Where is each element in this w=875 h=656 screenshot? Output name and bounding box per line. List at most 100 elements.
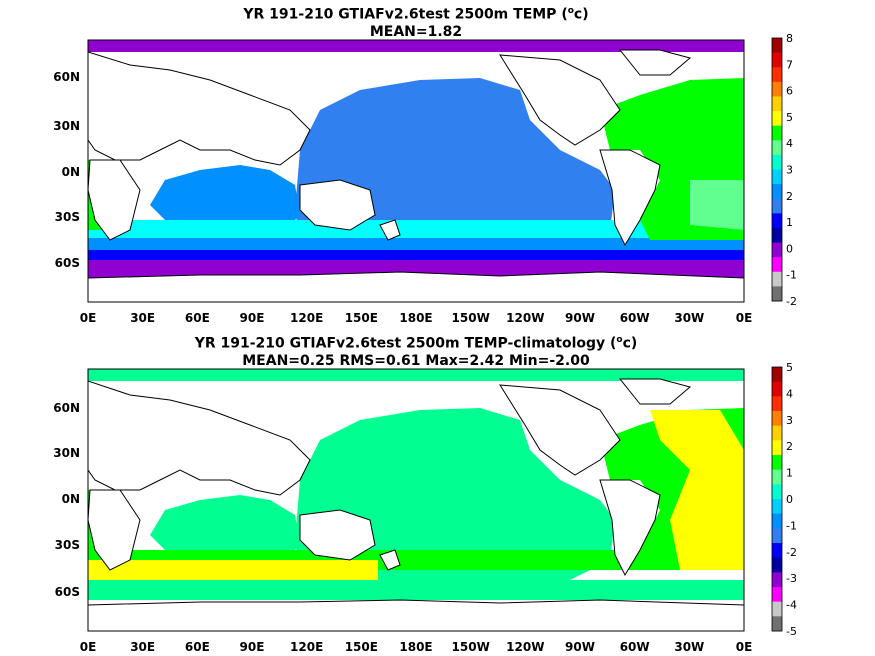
colorbar-label: 0: [786, 493, 793, 506]
x-tick-label: 180E: [399, 311, 432, 325]
x-tick-label: 90W: [565, 640, 595, 654]
colorbar-segment: [772, 169, 782, 185]
x-tick-label: 60W: [620, 311, 650, 325]
colorbar-segment: [772, 125, 782, 141]
indian-ocean-region: [150, 165, 300, 235]
y-tick-label: 60S: [55, 585, 80, 599]
x-tick-label: 30E: [130, 311, 155, 325]
y-tick-label: 30S: [55, 538, 80, 552]
colorbar-segment: [772, 543, 782, 559]
x-tick-label: 150E: [345, 311, 378, 325]
colorbar-label: 6: [786, 85, 793, 98]
continent-outlines: [88, 49, 692, 247]
panel2-colorbar: 5 4 3 2 1 0 -1 -2 -3 -4 -5: [771, 361, 797, 638]
colorbar-label: -4: [786, 599, 797, 612]
y-tick-label: 60S: [55, 256, 80, 270]
panel1-colorbar: 8 7 6 5 4 3 2 1 0 -1 -2: [771, 32, 797, 308]
colorbar-segment: [772, 572, 782, 588]
colorbar-segment: [772, 96, 782, 112]
x-tick-label: 30E: [130, 640, 155, 654]
panel2-title-line2: MEAN=0.25 RMS=0.61 Max=2.42 Min=-2.00: [242, 352, 590, 369]
colorbar-segment: [772, 242, 782, 258]
colorbar-label: 1: [786, 216, 793, 229]
panel1-map: [87, 39, 745, 303]
colorbar-segment: [772, 381, 782, 397]
panel2-title-line1: YR 191-210 GTIAFv2.6test 2500m TEMP-clim…: [194, 335, 638, 352]
colorbar-segment: [772, 111, 782, 127]
y-tick-label: 0N: [62, 165, 80, 179]
x-tick-label: 30W: [674, 640, 704, 654]
colorbar-segment: [772, 440, 782, 456]
x-tick-label: 0E: [736, 311, 753, 325]
colorbar-label: 2: [786, 440, 793, 453]
anom-southern-yellow-band: [88, 560, 378, 580]
colorbar-segment: [772, 213, 782, 229]
panel1-title: YR 191-210 GTIAFv2.6test 2500m TEMP (oc)…: [88, 3, 744, 41]
x-tick-label: 60W: [620, 640, 650, 654]
y-tick-label: 30S: [55, 210, 80, 224]
y-tick-label: 0N: [62, 492, 80, 506]
x-tick-label: 0E: [80, 640, 97, 654]
panel2-title: YR 191-210 GTIAFv2.6test 2500m TEMP-clim…: [88, 332, 744, 370]
colorbar-segment: [772, 469, 782, 485]
x-tick-label: 150W: [452, 640, 490, 654]
panel1-axis-ticks: 0E 30E 60E 90E 120E 150E 180E 150W 120W 90W 60W 30W…: [53, 70, 752, 325]
colorbar-label: 2: [786, 190, 793, 203]
colorbar-segment: [772, 67, 782, 83]
x-tick-label: 120W: [506, 311, 544, 325]
colorbar-segment: [772, 81, 782, 97]
y-tick-label: 60N: [53, 70, 80, 84]
x-tick-label: 60E: [185, 640, 210, 654]
x-tick-label: 150W: [452, 311, 490, 325]
colorbar-segment: [772, 227, 782, 244]
colorbar-label: -3: [786, 572, 797, 585]
colorbar-label: -1: [786, 519, 797, 532]
x-tick-label: 0E: [736, 640, 753, 654]
colorbar-label: 3: [786, 164, 793, 177]
x-tick-label: 90E: [240, 640, 265, 654]
panel2-map: [87, 368, 745, 632]
colorbar-segment: [772, 140, 782, 156]
colorbar-label: 5: [786, 361, 793, 374]
x-tick-label: 120E: [290, 311, 323, 325]
colorbar-segment: [772, 425, 782, 441]
colorbar-label: 8: [786, 32, 793, 45]
colorbar-label: 0: [786, 242, 793, 255]
colorbar-label: 3: [786, 414, 793, 427]
colorbar-segment: [772, 286, 782, 302]
colorbar-segment: [772, 411, 782, 427]
colorbar-segment: [772, 257, 782, 273]
colorbar-label: 5: [786, 111, 793, 124]
colorbar-segment: [772, 557, 782, 573]
x-tick-label: 120W: [506, 640, 544, 654]
colorbar-segment: [772, 396, 782, 412]
x-tick-label: 180E: [399, 640, 432, 654]
colorbar-segment: [772, 484, 782, 500]
colorbar-segment: [772, 601, 782, 617]
x-tick-label: 150E: [345, 640, 378, 654]
colorbar-segment: [772, 513, 782, 529]
colorbar-label: -2: [786, 295, 797, 308]
colorbar-segment: [772, 184, 782, 200]
colorbar-label: 4: [786, 387, 793, 400]
colorbar-segment: [772, 271, 782, 287]
x-tick-label: 60E: [185, 311, 210, 325]
colorbar-segment: [772, 455, 782, 471]
panel1-title-line2: MEAN=1.82: [369, 23, 463, 40]
colorbar-label: -1: [786, 269, 797, 282]
colorbar-segment: [772, 499, 782, 515]
antarctica-landmass: [88, 271, 744, 302]
y-tick-label: 30N: [53, 119, 80, 133]
y-tick-label: 60N: [53, 401, 80, 415]
x-tick-label: 0E: [80, 311, 97, 325]
panel2-axis-ticks: 0E 30E 60E 90E 120E 150E 180E 150W 120W 90W 60W 30W…: [53, 401, 752, 654]
colorbar-segment: [772, 367, 782, 383]
colorbar-label: -5: [786, 625, 797, 638]
colorbar-segment: [772, 38, 782, 54]
x-tick-label: 120E: [290, 640, 323, 654]
colorbar-label: 1: [786, 467, 793, 480]
colorbar-label: 4: [786, 137, 793, 150]
continent-outlines-2: [88, 378, 692, 577]
x-tick-label: 90W: [565, 311, 595, 325]
